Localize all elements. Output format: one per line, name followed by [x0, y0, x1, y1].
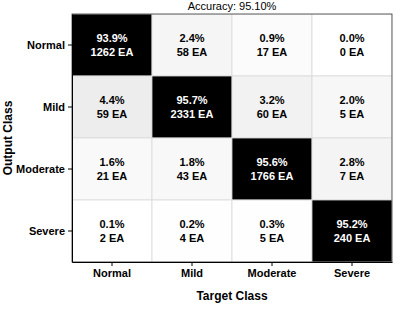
cell-labels: 93.9% 2.4% 0.9% 0.0% 4.4% 95.7% 3.2% 2.0% 1.6% 1.…	[91, 32, 371, 244]
cell-count: 58 EA	[177, 46, 208, 58]
x-axis-line	[73, 262, 393, 263]
y-tick-label: Mild	[43, 101, 65, 113]
cell-percent: 2.8%	[339, 156, 364, 168]
y-axis-title: Output Class	[1, 100, 15, 175]
cell-count: 17 EA	[257, 46, 288, 58]
cell	[232, 76, 312, 138]
cell-count: 43 EA	[177, 170, 208, 182]
cell-percent: 1.6%	[99, 156, 124, 168]
cell-count: 4 EA	[180, 232, 205, 244]
cell-count: 5 EA	[260, 232, 285, 244]
x-tick-mark	[272, 262, 273, 266]
y-tick: Mild	[43, 101, 72, 113]
cell-count: 2 EA	[100, 232, 125, 244]
y-tick-mark	[68, 45, 72, 46]
cell-percent: 4.4%	[99, 94, 124, 106]
x-axis: Normal Mild Moderate Severe	[73, 262, 393, 279]
cell	[72, 76, 152, 138]
cell	[312, 76, 392, 138]
y-tick-mark	[68, 231, 72, 232]
chart: 93.9% 2.4% 0.9% 0.0% 4.4% 95.7% 3.2% 2.0% 1.6% 1.…	[0, 0, 400, 320]
cells	[72, 14, 392, 262]
cell-percent: 95.7%	[176, 94, 207, 106]
x-axis-title: Target Class	[196, 289, 267, 303]
cell-percent: 95.6%	[256, 156, 287, 168]
cell-count: 59 EA	[97, 108, 128, 120]
y-tick: Normal	[27, 39, 72, 51]
y-tick-label: Severe	[29, 225, 65, 237]
cell-percent: 0.2%	[179, 218, 204, 230]
x-tick-mark	[112, 262, 113, 266]
x-tick: Mild	[181, 262, 203, 279]
cell-count: 7 EA	[340, 170, 365, 182]
y-axis-line	[72, 15, 73, 263]
cell-percent: 0.3%	[259, 218, 284, 230]
cell-percent: 0.1%	[99, 218, 124, 230]
title: Accuracy: 95.10%	[188, 0, 277, 12]
frame	[72, 14, 392, 262]
cell	[152, 76, 232, 138]
cell-percent: 93.9%	[96, 32, 127, 44]
x-tick: Severe	[334, 262, 370, 279]
cell-count: 240 EA	[334, 232, 371, 244]
cell-count: 2331 EA	[171, 108, 214, 120]
cell-count: 0 EA	[340, 46, 365, 58]
y-tick-mark	[68, 107, 72, 108]
cell-percent: 2.4%	[179, 32, 204, 44]
y-tick: Severe	[29, 225, 72, 237]
cell	[152, 200, 232, 262]
cell	[312, 138, 392, 200]
y-axis: Normal Mild Moderate Severe	[16, 15, 72, 263]
cell	[152, 138, 232, 200]
x-tick-label: Mild	[181, 267, 203, 279]
y-tick-mark	[68, 169, 72, 170]
cell	[312, 200, 392, 262]
x-tick-label: Moderate	[248, 267, 297, 279]
cell-count: 60 EA	[257, 108, 288, 120]
cell-percent: 0.0%	[339, 32, 364, 44]
cell-count: 5 EA	[340, 108, 365, 120]
cell-count: 1766 EA	[251, 170, 294, 182]
cell-percent: 95.2%	[336, 218, 367, 230]
cell-percent: 2.0%	[339, 94, 364, 106]
x-tick-mark	[352, 262, 353, 266]
x-tick-label: Normal	[93, 267, 131, 279]
x-tick-label: Severe	[334, 267, 370, 279]
x-tick: Moderate	[248, 262, 297, 279]
cell	[152, 14, 232, 76]
y-tick-label: Moderate	[16, 163, 65, 175]
cell	[232, 138, 312, 200]
cell	[72, 200, 152, 262]
cell	[312, 14, 392, 76]
plot: 93.9% 2.4% 0.9% 0.0% 4.4% 95.7% 3.2% 2.0% 1.6% 1.…	[16, 14, 392, 279]
y-tick-label: Normal	[27, 39, 65, 51]
x-tick-mark	[192, 262, 193, 266]
cell-percent: 1.8%	[179, 156, 204, 168]
cell	[232, 14, 312, 76]
x-tick: Normal	[93, 262, 131, 279]
cell	[72, 14, 152, 76]
cell-count: 21 EA	[97, 170, 128, 182]
cell	[232, 200, 312, 262]
cell-count: 1262 EA	[91, 46, 134, 58]
cell	[72, 138, 152, 200]
cell-percent: 0.9%	[259, 32, 284, 44]
y-tick: Moderate	[16, 163, 72, 175]
cell-percent: 3.2%	[259, 94, 284, 106]
